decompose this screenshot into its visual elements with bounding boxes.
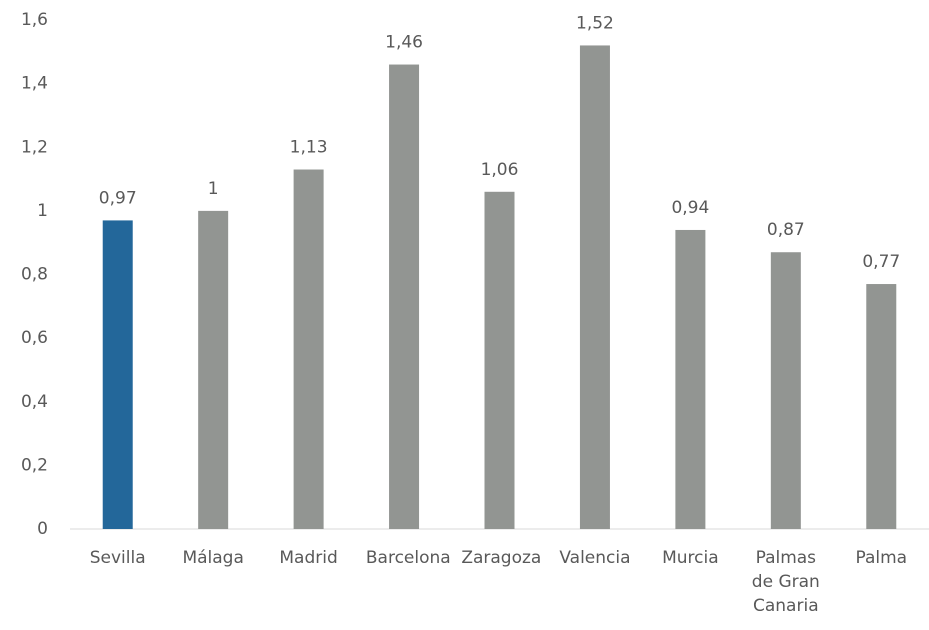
value-label: 0,87 [767,220,805,240]
bar [389,64,420,529]
x-tick-label: Málaga [182,548,244,568]
y-tick-label: 1 [37,201,48,221]
y-tick-label: 0,2 [21,455,48,475]
value-label: 0,77 [862,252,900,272]
value-label: 1,46 [385,33,423,53]
x-tick-label: Palma [855,548,908,568]
y-tick-label: 1,4 [21,74,48,94]
x-tick-label: Murcia [662,548,719,568]
bar [770,252,801,529]
x-tick-label: Madrid [279,548,338,568]
value-label: 0,97 [99,188,137,208]
y-tick-label: 1,2 [21,137,48,157]
x-tick-label: Zaragoza [461,548,542,568]
value-label: 1,13 [290,138,328,158]
x-tick-label: Barcelona [365,548,451,568]
y-tick-label: 1,6 [21,10,48,30]
bar [198,210,229,529]
bar [102,220,133,529]
y-tick-label: 0,8 [21,265,48,285]
bar [675,229,706,529]
bar [866,284,897,529]
value-label: 1,52 [576,13,614,33]
bar [484,191,515,529]
x-tick-label: Sevilla [89,548,146,568]
bar [293,169,324,530]
x-tick-label: Palmas de Gran Canaria [751,548,820,616]
y-tick-label: 0 [37,519,48,539]
x-tick-label: Valencia [559,548,631,568]
bar [579,45,610,529]
value-label: 1 [208,179,219,199]
y-tick-label: 0,6 [21,328,48,348]
y-tick-label: 0,4 [21,392,48,412]
value-label: 1,06 [481,160,519,180]
value-label: 0,94 [671,198,709,218]
